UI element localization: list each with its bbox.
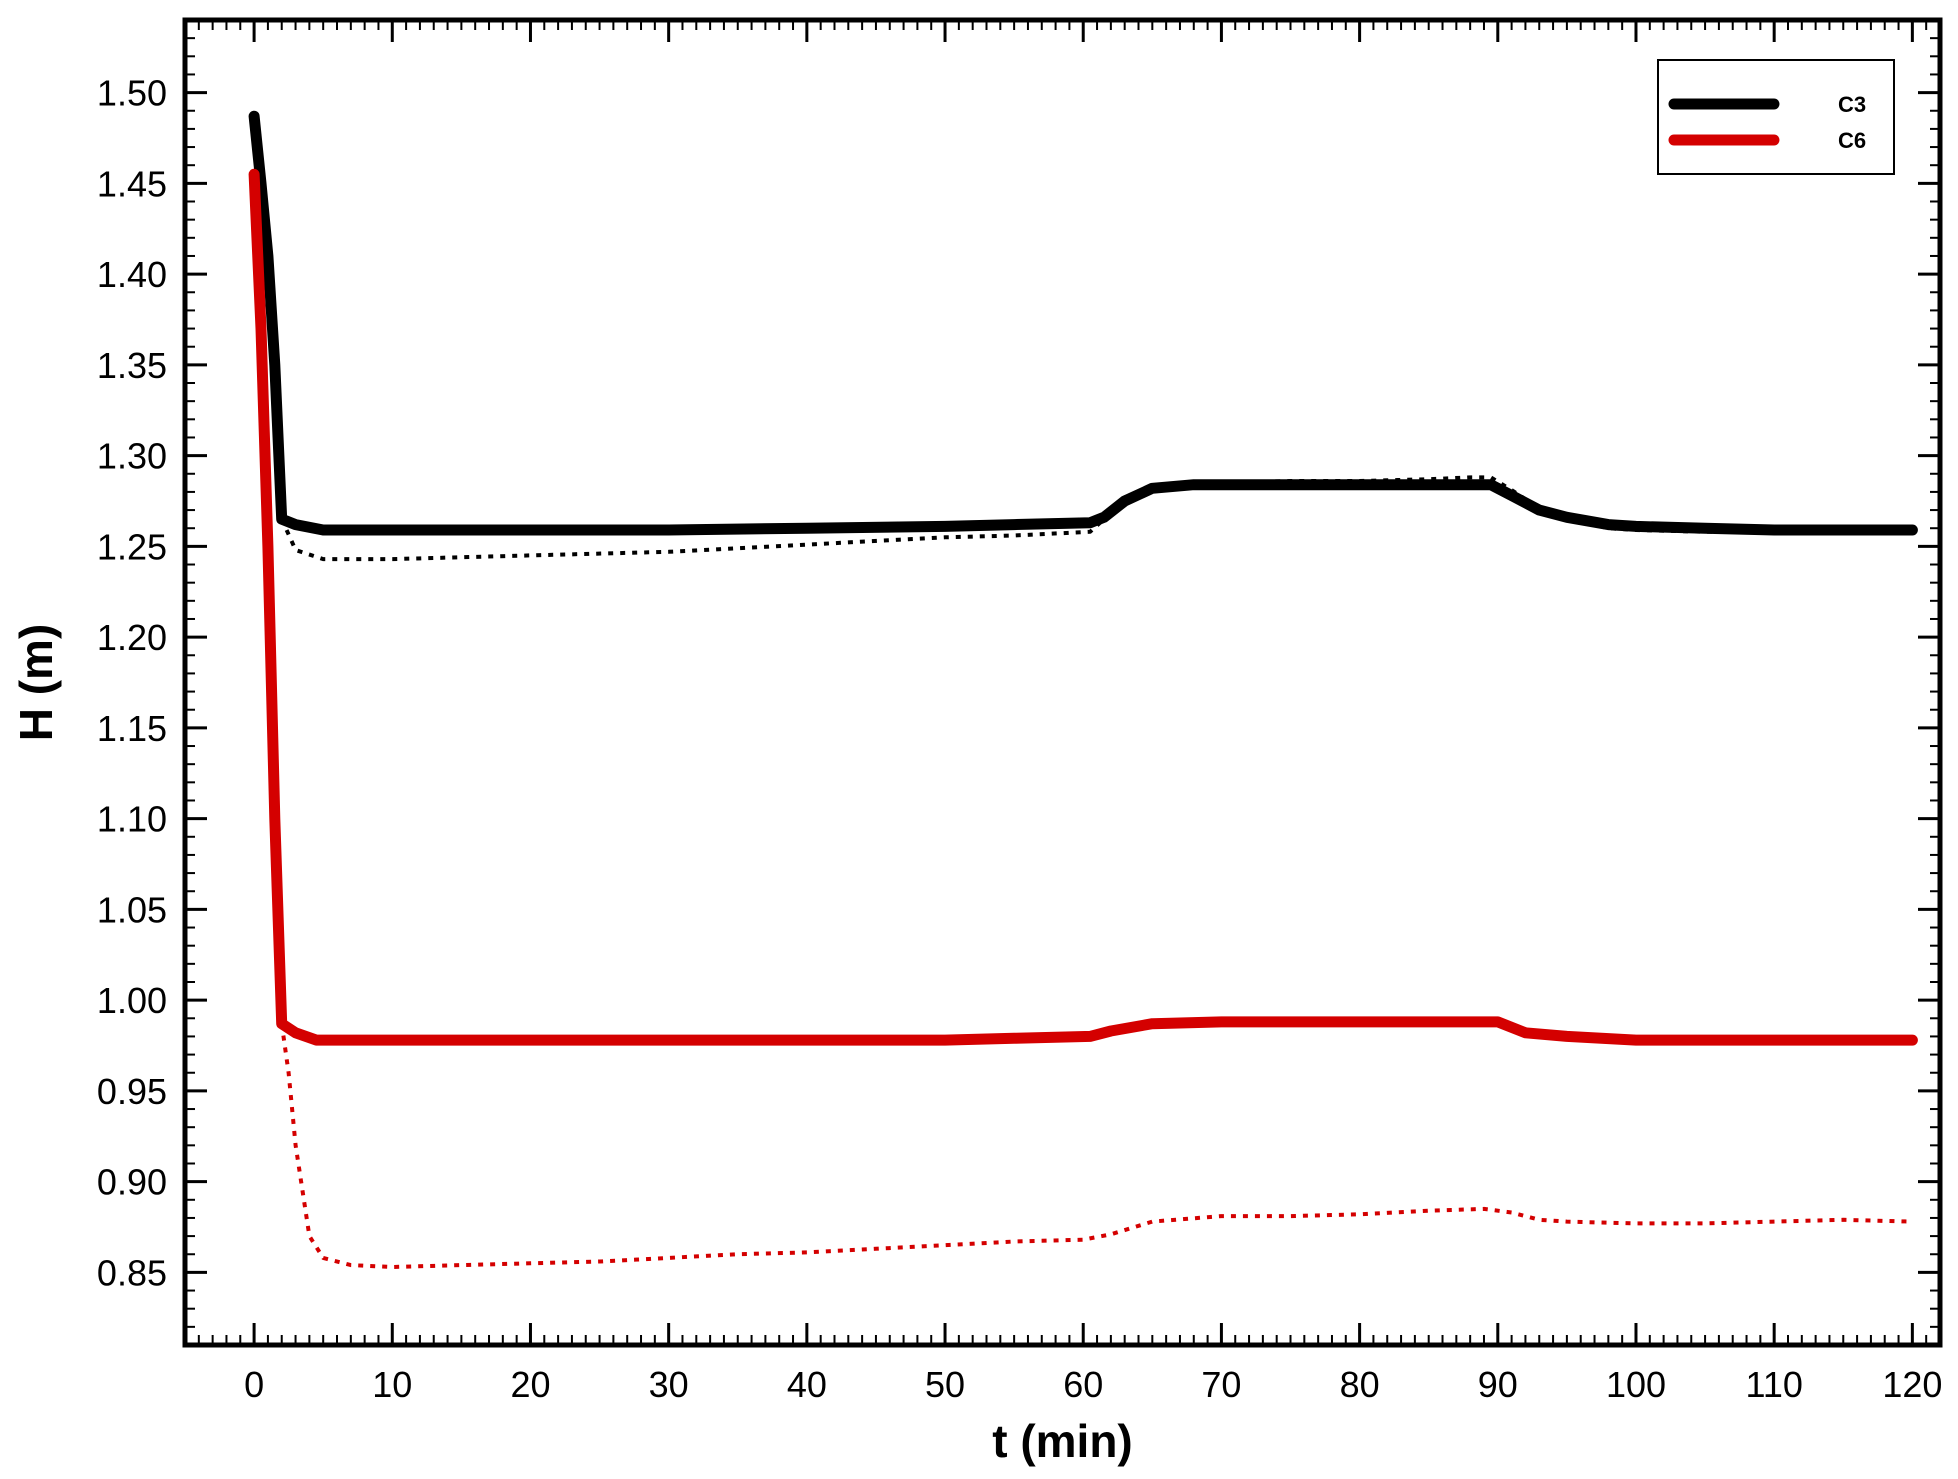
series-dotted-line-series-4 xyxy=(279,1023,1913,1269)
legend-box xyxy=(1657,59,1895,175)
y-tick-label: 1.05 xyxy=(97,889,167,930)
x-tick-label: 40 xyxy=(787,1364,827,1405)
y-tick-label: 1.25 xyxy=(97,526,167,567)
x-tick-label: 0 xyxy=(244,1364,264,1405)
x-tick-label: 110 xyxy=(1745,1364,1802,1405)
x-tick-label: 120 xyxy=(1882,1364,1942,1405)
x-tick-label: 60 xyxy=(1063,1364,1103,1405)
legend: C3 C6 xyxy=(1657,59,1895,175)
x-tick-label: 70 xyxy=(1201,1364,1241,1405)
y-tick-label: 1.10 xyxy=(97,799,167,840)
x-tick-label: 50 xyxy=(925,1364,965,1405)
y-tick-label: 0.95 xyxy=(97,1071,167,1112)
series-dotted-line-series-2 xyxy=(279,475,1913,562)
x-tick-label: 80 xyxy=(1340,1364,1380,1405)
x-tick-label: 10 xyxy=(372,1364,412,1405)
x-tick-label: 90 xyxy=(1478,1364,1518,1405)
y-tick-label: 1.40 xyxy=(97,254,167,295)
series-layer xyxy=(248,110,1918,1269)
y-tick-label: 1.50 xyxy=(97,73,167,114)
x-tick-label: 100 xyxy=(1606,1364,1666,1405)
y-tick-label: 0.85 xyxy=(97,1252,167,1293)
y-tick-label: 1.45 xyxy=(97,163,167,204)
y-tick-label: 1.30 xyxy=(97,436,167,477)
y-tick-label: 1.00 xyxy=(97,980,167,1021)
plot-area-frame xyxy=(182,17,1943,1348)
major-ticks xyxy=(185,20,1940,1345)
minor-ticks xyxy=(185,20,1941,1346)
y-tick-label: 0.90 xyxy=(97,1162,167,1203)
y-axis-title: H (m) xyxy=(10,624,62,742)
series-line-c3 xyxy=(248,110,1918,536)
series-line-c6 xyxy=(248,168,1918,1046)
x-tick-label: 30 xyxy=(649,1364,689,1405)
y-tick-label: 1.15 xyxy=(97,708,167,749)
legend-label-c3: C3 xyxy=(1838,92,1866,117)
y-tick-label: 1.35 xyxy=(97,345,167,386)
x-axis-title: t (min) xyxy=(992,1415,1133,1467)
x-tick-label: 20 xyxy=(510,1364,550,1405)
y-tick-label: 1.20 xyxy=(97,617,167,658)
legend-label-c6: C6 xyxy=(1838,128,1866,153)
y-tick-labels: 0.85 0.90 0.95 1.00 1.05 1.10 1.15 1.20 1.25 1.30… xyxy=(97,73,167,1294)
x-tick-labels: 0 10 20 30 40 50 60 70 80 90 100 110 120 xyxy=(244,1364,1942,1405)
